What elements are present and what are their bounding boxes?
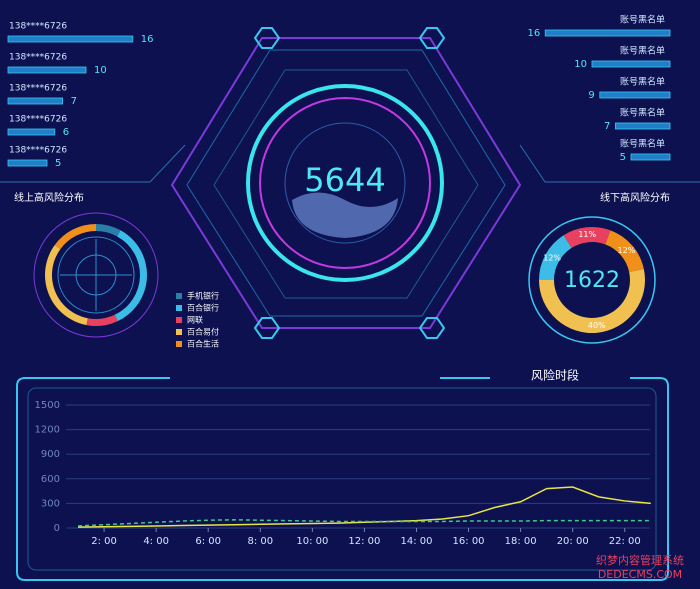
- x-tick-label: 2: 00: [91, 536, 117, 547]
- list-value: 7: [71, 96, 77, 107]
- center-value: 5644: [304, 161, 385, 199]
- list-value: 10: [574, 59, 587, 70]
- x-tick-label: 18: 00: [505, 536, 537, 547]
- donut-segment: [539, 268, 645, 334]
- x-tick-label: 8: 00: [247, 536, 273, 547]
- list-label: 账号黑名单: [620, 138, 665, 150]
- list-bar: [7, 35, 134, 43]
- x-tick-label: 12: 00: [348, 536, 380, 547]
- data-label: 40%: [588, 321, 606, 330]
- donut-total: 1622: [564, 268, 620, 293]
- list-label: 账号黑名单: [620, 14, 665, 26]
- list-value: 7: [604, 121, 610, 132]
- donut-segment: [96, 224, 121, 237]
- data-label: 11%: [578, 230, 596, 239]
- donut-segment: [44, 245, 88, 326]
- legend-swatch: [176, 305, 182, 311]
- panel-title: 线下高风险分布: [600, 191, 670, 204]
- x-tick-label: 22: 00: [609, 536, 641, 547]
- list-value: 6: [63, 127, 69, 138]
- donut-segment: [114, 230, 147, 322]
- y-tick-label: 1500: [35, 400, 60, 411]
- list-value: 16: [527, 28, 540, 39]
- y-tick-label: 0: [54, 523, 60, 534]
- line-series: [78, 486, 651, 528]
- list-label: 138****6726: [9, 22, 67, 32]
- line-series: [77, 519, 651, 527]
- panel-title: 线上高风险分布: [14, 191, 84, 204]
- watermark: DEDECMS.COM: [598, 568, 682, 581]
- legend-label: 手机银行: [187, 291, 219, 301]
- x-tick-label: 6: 00: [195, 536, 221, 547]
- legend-label: 网联: [187, 316, 203, 325]
- y-tick-label: 300: [41, 498, 60, 509]
- list-bar: [7, 66, 87, 74]
- list-bar: [591, 60, 671, 68]
- list-bar: [615, 122, 671, 130]
- list-value: 9: [588, 90, 594, 101]
- x-tick-label: 14: 00: [400, 536, 432, 547]
- legend-label: 百合生活: [187, 339, 219, 349]
- donut-segment: [54, 224, 96, 250]
- donut-segment: [86, 314, 118, 326]
- list-bar: [599, 91, 671, 99]
- list-value: 5: [620, 152, 626, 163]
- x-tick-label: 10: 00: [296, 536, 328, 547]
- chart-title: 风险时段: [531, 368, 579, 383]
- y-tick-label: 600: [41, 474, 60, 485]
- legend-swatch: [176, 341, 182, 347]
- x-tick-label: 4: 00: [143, 536, 169, 547]
- data-label: 12%: [543, 254, 561, 263]
- list-label: 138****6726: [9, 84, 67, 94]
- list-label: 138****6726: [9, 53, 67, 63]
- list-bar: [7, 128, 56, 136]
- list-label: 138****6726: [9, 115, 67, 125]
- y-tick-label: 900: [41, 449, 60, 460]
- legend-swatch: [176, 293, 182, 299]
- legend-swatch: [176, 317, 182, 323]
- donut-segment: [563, 227, 611, 248]
- x-tick-label: 20: 00: [557, 536, 589, 547]
- legend-swatch: [176, 329, 182, 335]
- watermark: 织梦内容管理系统: [596, 553, 684, 567]
- legend-label: 百合银行: [187, 303, 219, 313]
- data-label: 12%: [618, 246, 636, 255]
- list-value: 5: [55, 158, 61, 169]
- legend-label: 百合易付: [187, 327, 219, 337]
- list-label: 账号黑名单: [620, 76, 665, 88]
- center-decor: [0, 27, 700, 581]
- donut-segment: [539, 235, 572, 280]
- list-bar: [7, 159, 48, 167]
- x-tick-label: 16: 00: [453, 536, 485, 547]
- y-tick-label: 1200: [35, 425, 60, 436]
- donut-segment: [605, 230, 644, 273]
- list-value: 10: [94, 65, 107, 76]
- list-bar: [7, 97, 63, 105]
- list-label: 账号黑名单: [620, 45, 665, 57]
- list-bar: [630, 153, 671, 161]
- list-label: 138****6726: [9, 146, 67, 156]
- list-value: 16: [141, 34, 154, 45]
- list-bar: [544, 29, 671, 37]
- list-label: 账号黑名单: [620, 107, 665, 119]
